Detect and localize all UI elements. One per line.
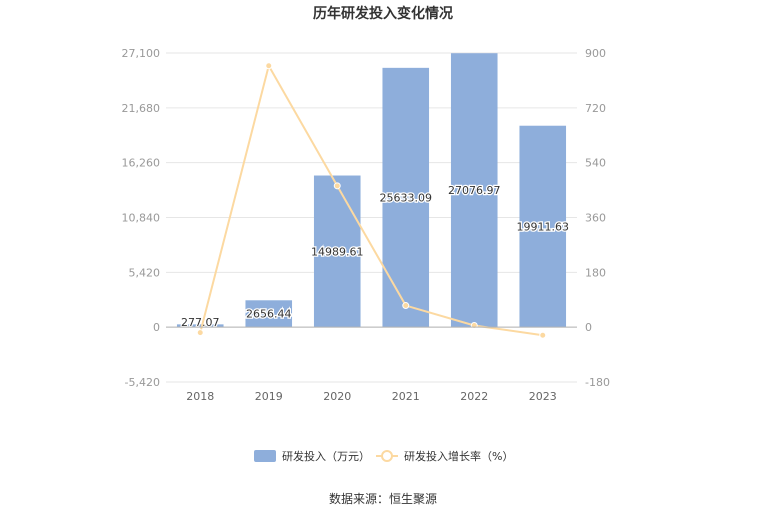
x-tick-label: 2018 xyxy=(186,390,214,403)
y-left-tick-label: 0 xyxy=(153,321,160,334)
y-right-tick-label: 720 xyxy=(585,102,606,115)
chart-title: 历年研发投入变化情况 xyxy=(313,5,453,22)
y-right-tick-label: 0 xyxy=(585,321,592,334)
y-left-tick-label: 27,100 xyxy=(122,47,161,60)
legend-bar-label: 研发投入（万元） xyxy=(282,449,370,463)
y-right-tick-label: 180 xyxy=(585,266,606,279)
growth-point xyxy=(402,302,410,310)
legend-bar-swatch xyxy=(254,450,276,462)
bar-data-label: 277.07 xyxy=(181,316,220,329)
x-tick-label: 2021 xyxy=(392,390,420,403)
x-tick-label: 2022 xyxy=(460,390,488,403)
legend-line-swatch-marker xyxy=(381,450,393,462)
bar-data-label: 25633.09 xyxy=(380,192,433,205)
growth-point xyxy=(333,182,341,190)
grid-layer xyxy=(166,52,577,383)
y-left-tick-label: 10,840 xyxy=(122,212,161,225)
bar xyxy=(519,125,567,328)
bar xyxy=(450,53,498,328)
y-left-tick-label: 5,420 xyxy=(129,266,161,279)
bar xyxy=(382,67,430,328)
x-tick-label: 2023 xyxy=(529,390,557,403)
axis-layer: -5,420 0 5,420 10,840 16,260 21,680 27,100 -180… xyxy=(122,47,610,403)
bar-data-label: 2656.44 xyxy=(246,308,292,321)
growth-point xyxy=(196,329,204,337)
bar xyxy=(313,175,361,328)
y-left-tick-label: -5,420 xyxy=(125,376,160,389)
y-right-tick-label: 360 xyxy=(585,212,606,225)
bars-layer xyxy=(176,53,567,328)
x-tick-label: 2020 xyxy=(323,390,351,403)
bar-data-label: 14989.61 xyxy=(311,245,364,258)
bar-labels-layer: 277.07 2656.44 14989.61 25633.09 27076.97 199… xyxy=(180,183,571,330)
bar-data-label: 19911.63 xyxy=(517,220,570,233)
y-right-tick-label: 900 xyxy=(585,47,606,60)
chart-source: 数据来源：恒生聚源 xyxy=(329,491,437,506)
y-left-tick-label: 16,260 xyxy=(122,157,161,170)
bar-data-label: 27076.97 xyxy=(448,184,501,197)
growth-point xyxy=(539,331,547,339)
legend: 研发投入（万元） 研发投入增长率（%） xyxy=(254,449,513,463)
y-left-tick-label: 21,680 xyxy=(122,102,161,115)
x-tick-label: 2019 xyxy=(255,390,283,403)
legend-line-label: 研发投入增长率（%） xyxy=(404,449,513,463)
bar xyxy=(176,324,224,328)
growth-point xyxy=(265,62,273,70)
bar xyxy=(245,300,293,328)
y-right-tick-label: -180 xyxy=(585,376,610,389)
y-right-tick-label: 540 xyxy=(585,157,606,170)
